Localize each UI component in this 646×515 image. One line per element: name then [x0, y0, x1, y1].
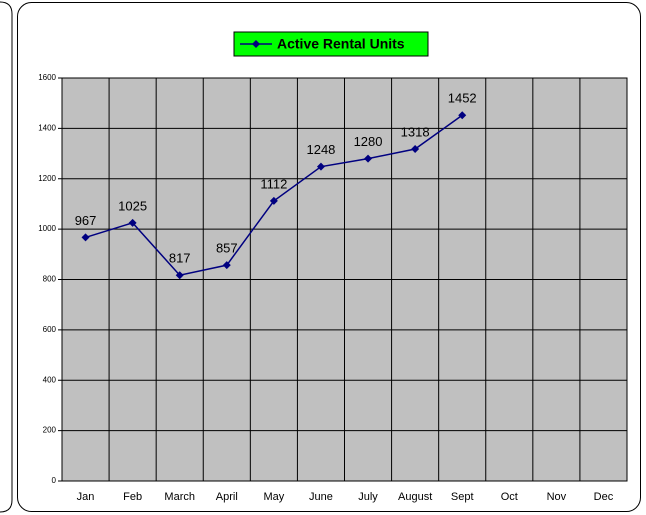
- data-label: 1280: [354, 134, 383, 149]
- data-label: 857: [216, 241, 238, 256]
- point-marker: [458, 111, 467, 120]
- y-tick-label: 1600: [38, 73, 56, 82]
- x-tick-label: Nov: [547, 491, 567, 503]
- y-tick-label: 0: [52, 476, 57, 485]
- y-tick-label: 1200: [38, 174, 56, 183]
- x-tick-label: August: [398, 491, 432, 503]
- data-label: 817: [169, 251, 191, 266]
- y-tick-label: 400: [43, 375, 57, 384]
- point-marker: [411, 145, 420, 154]
- x-tick-label: June: [309, 491, 333, 503]
- point-marker: [128, 218, 137, 227]
- x-tick-label: Feb: [123, 491, 142, 503]
- y-tick-label: 1000: [38, 224, 56, 233]
- point-marker: [269, 196, 278, 205]
- x-tick-label: May: [263, 491, 284, 503]
- data-label: 1112: [260, 176, 287, 191]
- point-marker: [81, 233, 90, 242]
- x-tick-label: July: [358, 491, 378, 503]
- y-tick-label: 800: [43, 275, 57, 284]
- x-tick-label: Sept: [451, 491, 474, 503]
- data-label: 1248: [306, 142, 335, 157]
- x-tick-label: Jan: [77, 491, 95, 503]
- point-marker: [316, 162, 325, 171]
- legend-marker: [252, 40, 260, 48]
- x-tick-label: Oct: [501, 491, 518, 503]
- data-label: 1025: [118, 198, 147, 213]
- x-tick-label: Dec: [594, 491, 614, 503]
- data-label: 1318: [401, 124, 430, 139]
- y-tick-label: 600: [43, 325, 57, 334]
- neighbor-frame: [0, 1, 13, 513]
- x-tick-label: April: [216, 491, 238, 503]
- data-label: 967: [75, 213, 97, 228]
- point-marker: [364, 154, 373, 163]
- legend-label: Active Rental Units: [277, 36, 405, 52]
- data-label: 1452: [448, 91, 477, 106]
- x-tick-label: March: [164, 491, 195, 503]
- y-tick-label: 200: [43, 426, 57, 435]
- point-marker: [222, 261, 231, 270]
- y-tick-label: 1400: [38, 123, 56, 132]
- point-marker: [175, 271, 184, 280]
